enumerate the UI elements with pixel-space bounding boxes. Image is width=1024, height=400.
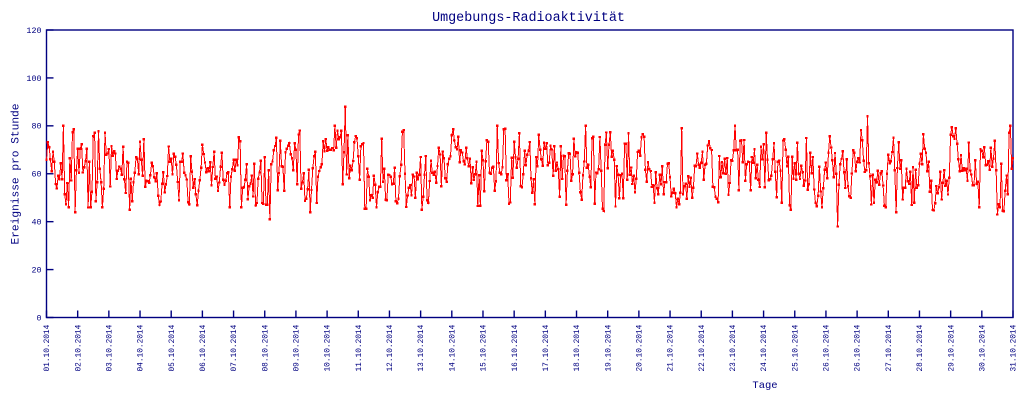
svg-text:18.10.2014: 18.10.2014 (574, 324, 582, 371)
svg-text:10.10.2014: 10.10.2014 (325, 324, 333, 371)
svg-text:Tage: Tage (752, 380, 777, 392)
svg-text:26.10.2014: 26.10.2014 (824, 324, 832, 371)
svg-text:25.10.2014: 25.10.2014 (792, 324, 800, 371)
svg-text:60: 60 (31, 170, 41, 180)
svg-text:120: 120 (26, 26, 41, 36)
svg-text:06.10.2014: 06.10.2014 (200, 324, 208, 371)
svg-text:01.10.2014: 01.10.2014 (44, 324, 52, 371)
svg-text:14.10.2014: 14.10.2014 (449, 324, 457, 371)
svg-text:0: 0 (36, 313, 41, 323)
svg-text:80: 80 (31, 122, 41, 132)
svg-text:26.10.2014: 26.10.2014 (855, 324, 863, 371)
svg-text:12.10.2014: 12.10.2014 (387, 324, 395, 371)
svg-text:02.10.2014: 02.10.2014 (75, 324, 83, 371)
svg-text:100: 100 (26, 74, 41, 84)
svg-text:23.10.2014: 23.10.2014 (730, 324, 738, 371)
svg-text:40: 40 (31, 218, 41, 228)
svg-text:19.10.2014: 19.10.2014 (605, 324, 613, 371)
svg-text:17.10.2014: 17.10.2014 (543, 324, 551, 371)
svg-text:28.10.2014: 28.10.2014 (917, 324, 925, 371)
svg-text:31.10.2014: 31.10.2014 (1011, 324, 1019, 371)
svg-text:03.10.2014: 03.10.2014 (106, 324, 114, 371)
svg-text:15.10.2014: 15.10.2014 (481, 324, 489, 371)
svg-text:04.10.2014: 04.10.2014 (138, 324, 146, 371)
svg-text:05.10.2014: 05.10.2014 (169, 324, 177, 371)
svg-text:29.10.2014: 29.10.2014 (948, 324, 956, 371)
svg-text:27.10.2014: 27.10.2014 (886, 324, 894, 371)
svg-text:Umgebungs-Radioaktivität: Umgebungs-Radioaktivität (432, 11, 625, 26)
svg-text:08.10.2014: 08.10.2014 (262, 324, 270, 371)
svg-text:Ereignisse pro Stunde: Ereignisse pro Stunde (10, 104, 22, 245)
svg-text:07.10.2014: 07.10.2014 (231, 324, 239, 371)
svg-text:24.10.2014: 24.10.2014 (761, 324, 769, 371)
svg-text:21.10.2014: 21.10.2014 (668, 324, 676, 371)
svg-text:13.10.2014: 13.10.2014 (418, 324, 426, 371)
svg-text:16.10.2014: 16.10.2014 (512, 324, 520, 371)
svg-text:09.10.2014: 09.10.2014 (294, 324, 302, 371)
svg-text:22.10.2014: 22.10.2014 (699, 324, 707, 371)
svg-text:11.10.2014: 11.10.2014 (356, 324, 364, 371)
svg-text:20.10.2014: 20.10.2014 (636, 324, 644, 371)
svg-text:30.10.2014: 30.10.2014 (979, 324, 987, 371)
svg-text:20: 20 (31, 265, 41, 275)
